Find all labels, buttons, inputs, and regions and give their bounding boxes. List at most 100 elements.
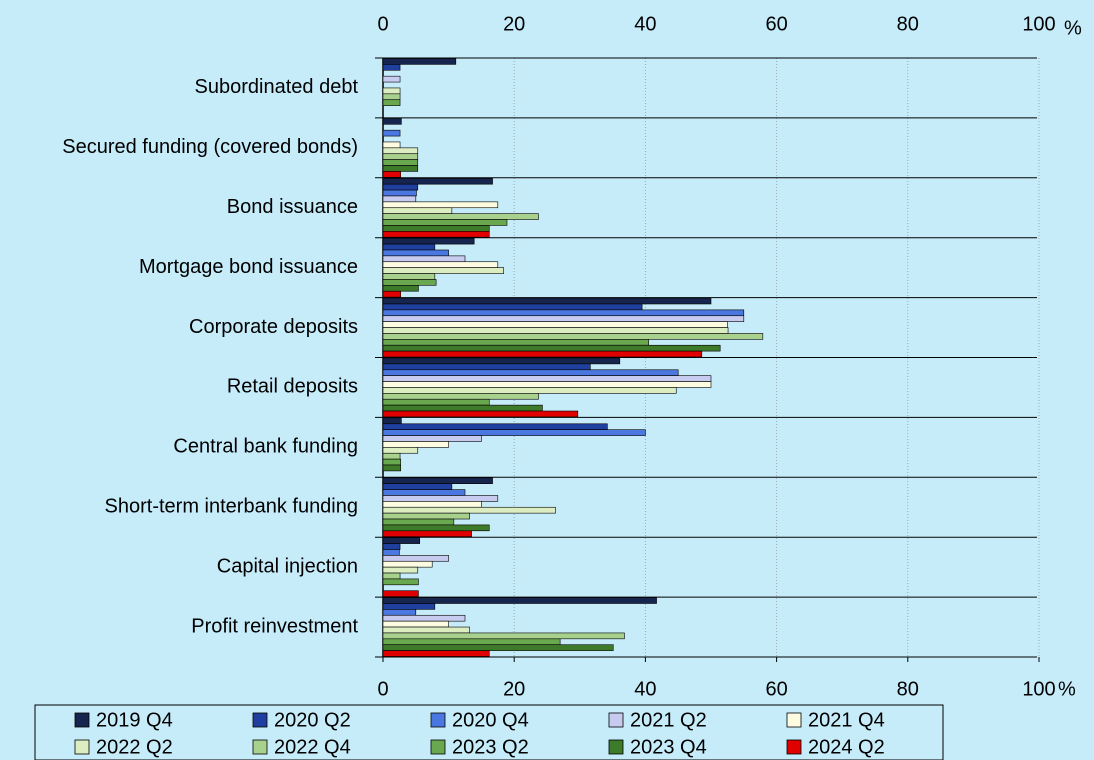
bar — [382, 309, 745, 317]
bar — [382, 141, 401, 149]
category-label: Subordinated debt — [195, 76, 359, 98]
x-tick-label: 20 — [503, 678, 525, 700]
legend-label: 2022 Q2 — [96, 736, 173, 758]
bar — [382, 435, 482, 442]
bar — [382, 249, 449, 257]
bar — [382, 530, 472, 537]
legend-label: 2020 Q2 — [274, 709, 351, 731]
bar — [382, 153, 419, 160]
bar — [382, 638, 561, 646]
legend-label: 2021 Q4 — [808, 709, 885, 731]
bar — [382, 350, 703, 358]
bar — [382, 417, 402, 425]
bar — [382, 489, 466, 496]
x-tick-label: 60 — [765, 678, 787, 700]
bar — [382, 273, 436, 280]
bar — [382, 369, 679, 376]
bar — [382, 207, 453, 214]
legend-swatch — [608, 712, 624, 728]
x-tick-label: 0 — [377, 13, 388, 35]
bar — [382, 381, 712, 388]
x-tick-label: 0 — [377, 678, 388, 700]
bar — [382, 614, 466, 622]
legend-label: 2024 Q2 — [808, 736, 885, 758]
legend-label: 2023 Q4 — [630, 736, 707, 758]
legend-label: 2023 Q2 — [452, 736, 529, 758]
bar — [382, 64, 401, 71]
legend-swatch — [608, 739, 624, 755]
bar — [382, 572, 401, 580]
bar — [382, 339, 649, 346]
category-label: Profit reinvestment — [191, 615, 358, 637]
bar — [382, 537, 421, 544]
bar — [382, 213, 539, 220]
bar — [382, 363, 591, 371]
bar — [382, 327, 729, 334]
x-tick-label: 80 — [897, 13, 919, 35]
x-tick-label: 40 — [634, 678, 656, 700]
bar — [382, 375, 712, 382]
x-tick-label: 40 — [634, 13, 656, 35]
x-tick-label: 100 — [1022, 13, 1055, 35]
bar — [382, 609, 417, 616]
bar — [382, 495, 499, 502]
bar — [382, 410, 579, 418]
bar — [382, 99, 401, 106]
bar — [382, 566, 419, 574]
bar — [382, 285, 419, 292]
bar — [382, 477, 493, 484]
bar — [382, 261, 499, 268]
x-unit: % — [1064, 17, 1082, 39]
bar — [382, 267, 505, 274]
bar — [382, 387, 677, 394]
bar — [382, 578, 419, 586]
bar — [382, 452, 401, 460]
bar — [382, 344, 721, 352]
bar — [382, 464, 402, 472]
legend-swatch — [430, 739, 446, 755]
bar — [382, 423, 608, 430]
bar — [382, 118, 402, 125]
legend-swatch — [430, 712, 446, 728]
x-unit: % — [1058, 678, 1076, 700]
category-label: Corporate deposits — [189, 316, 358, 338]
bar — [382, 398, 490, 406]
bar — [382, 231, 490, 238]
category-label: Central bank funding — [173, 436, 358, 458]
bar — [382, 129, 401, 137]
bar — [382, 315, 745, 322]
bar — [382, 483, 453, 490]
x-tick-label: 100 — [1022, 678, 1055, 700]
bar — [382, 518, 455, 526]
legend-label: 2020 Q4 — [452, 709, 529, 731]
x-tick-label: 60 — [765, 13, 787, 35]
category-label: Secured funding (covered bonds) — [62, 136, 358, 158]
x-tick-label: 20 — [503, 13, 525, 35]
legend-label: 2019 Q4 — [96, 709, 173, 731]
bar — [382, 632, 625, 640]
legend-label: 2022 Q4 — [274, 736, 351, 758]
bar — [382, 429, 646, 436]
legend-box — [34, 704, 944, 760]
bar — [382, 165, 419, 172]
legend-label: 2021 Q2 — [630, 709, 707, 731]
legend-swatch — [786, 712, 802, 728]
bar — [382, 321, 728, 328]
bar — [382, 458, 402, 466]
bar — [382, 58, 457, 65]
x-tick-label: 80 — [897, 678, 919, 700]
bar — [382, 393, 539, 400]
bar — [382, 290, 402, 298]
bar — [382, 75, 401, 83]
bar — [382, 219, 508, 226]
bar — [382, 590, 419, 597]
bar — [382, 404, 543, 412]
bar — [382, 87, 401, 95]
legend-swatch — [74, 712, 90, 728]
bar — [382, 597, 657, 604]
bar — [382, 183, 419, 191]
bar — [382, 644, 614, 651]
bar — [382, 524, 490, 532]
bar — [382, 147, 419, 155]
